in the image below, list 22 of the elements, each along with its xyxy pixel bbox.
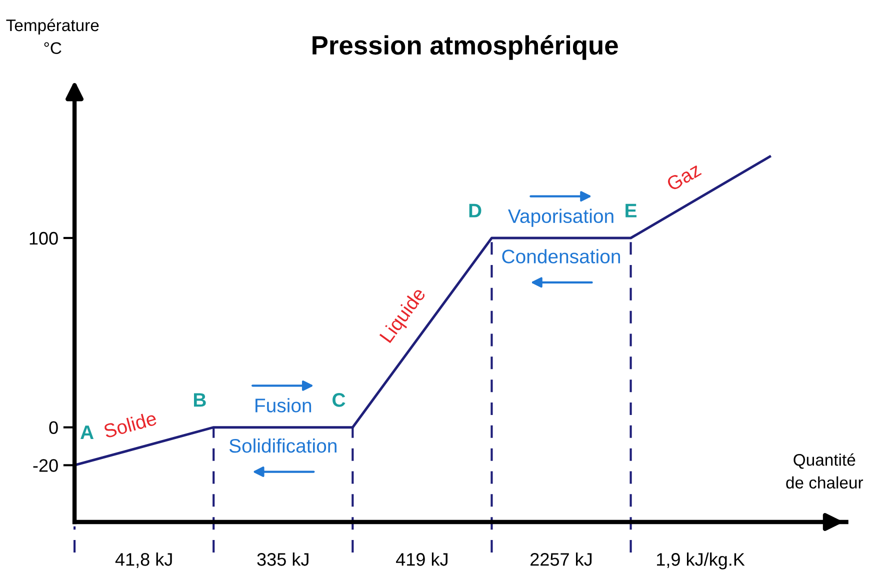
y-axis-title: Température °C (6, 18, 99, 54)
text: 41,8 kJ (115, 552, 172, 568)
annotation: C (332, 393, 346, 407)
annotation: Gaz (666, 162, 702, 192)
annotation: A (80, 426, 94, 439)
annotation: Condensation (502, 249, 620, 264)
annotation: B (194, 393, 206, 407)
annotation: E (626, 204, 636, 218)
text: 2257 kJ (530, 552, 592, 566)
text: 1,9 kJ/kg.K (657, 552, 745, 570)
annotation: Solide (102, 410, 158, 438)
annotation: Vaporisation (508, 208, 614, 227)
text: 335 kJ (257, 552, 308, 566)
chart-title: Pression atmosphérique (312, 35, 618, 60)
y-tick-label: 100 (30, 232, 58, 245)
annotation: Fusion (256, 398, 312, 412)
text: 419 kJ (396, 552, 448, 566)
annotation: D (469, 204, 482, 218)
annotation: Solidification (229, 438, 336, 453)
y-tick-label: 0 (49, 421, 58, 434)
y-tick-label: -20 (33, 459, 58, 472)
x-axis-title: Quantité de chaleur (786, 453, 864, 489)
